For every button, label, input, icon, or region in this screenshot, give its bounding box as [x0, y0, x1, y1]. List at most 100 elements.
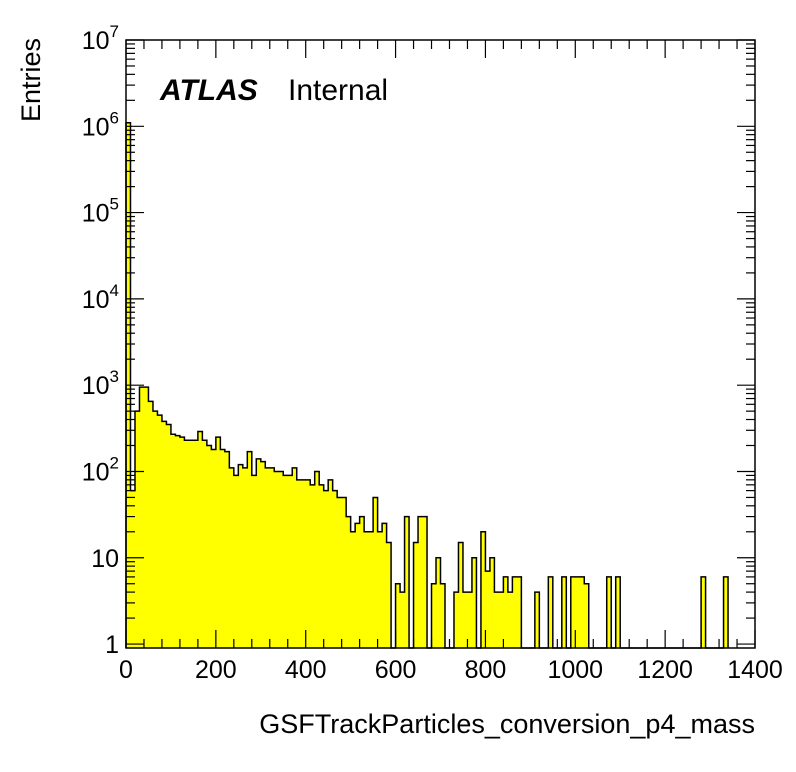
- histogram-bin: [152, 411, 158, 648]
- histogram-bin: [238, 464, 244, 648]
- histogram-bin: [166, 424, 172, 648]
- y-tick-label: 104: [82, 281, 119, 314]
- histogram-bin: [395, 583, 401, 648]
- histogram-bin: [337, 497, 343, 648]
- histogram-bin: [615, 576, 621, 648]
- y-tick-label: 107: [82, 22, 119, 55]
- histogram-bin: [233, 475, 239, 648]
- histogram-bin: [251, 475, 257, 648]
- y-tick-label-exponent: 7: [110, 22, 119, 41]
- histogram-bin: [561, 576, 567, 648]
- histogram-bin: [462, 592, 468, 648]
- histogram-bin: [359, 516, 365, 648]
- plot-frame: [125, 39, 756, 649]
- histogram-bin: [314, 471, 320, 648]
- y-tick-label-exponent: 4: [110, 281, 119, 300]
- y-tick-label-exponent: 3: [110, 367, 119, 386]
- histogram-bin: [179, 437, 185, 648]
- histogram-bin: [287, 475, 293, 648]
- histogram-bin: [579, 576, 585, 648]
- atlas-label: ATLAS: [159, 74, 258, 107]
- histogram-bin: [570, 576, 576, 648]
- histogram-bin: [247, 451, 253, 648]
- histogram-bin: [202, 440, 208, 648]
- histogram-bin: [400, 592, 405, 648]
- histogram-bin: [305, 479, 311, 648]
- x-tick-labels: 0 200 400 600 800 1000 1200 1400: [119, 656, 783, 684]
- histogram-bin: [161, 421, 167, 648]
- y-tick-label-base: 10: [82, 372, 110, 400]
- histogram-bin: [386, 542, 392, 648]
- histogram-bin: [346, 516, 352, 648]
- y-tick-label-base: 10: [82, 27, 110, 55]
- y-tick-label: 105: [82, 195, 119, 228]
- histogram-bin: [575, 576, 581, 648]
- histogram-bin: [350, 531, 356, 648]
- histogram-bin: [606, 576, 612, 648]
- x-tick-label: 1000: [547, 656, 603, 684]
- histogram-bin: [404, 516, 410, 648]
- histogram-bin: [332, 490, 338, 648]
- histogram-bin: [211, 449, 217, 648]
- histogram-bin: [503, 576, 509, 648]
- y-tick-label: 1: [105, 631, 119, 659]
- histogram-bin: [242, 467, 248, 648]
- histogram-bin: [206, 445, 212, 648]
- histogram-bin: [377, 531, 383, 648]
- histogram-bin: [134, 411, 140, 648]
- y-tick-label: 10: [91, 545, 119, 573]
- y-tick-label: 102: [82, 453, 119, 486]
- histogram-bin: [278, 471, 284, 648]
- x-tick-label: 800: [465, 656, 507, 684]
- histogram-bin: [175, 435, 181, 648]
- histogram-bin: [431, 583, 437, 648]
- histogram-bin: [220, 449, 226, 648]
- y-tick-label-base: 10: [91, 545, 119, 573]
- histogram-bin: [418, 516, 423, 648]
- histogram-bin: [723, 576, 729, 648]
- histogram-bin: [197, 431, 203, 648]
- histogram-bin: [292, 467, 298, 648]
- histogram-bin: [301, 479, 307, 648]
- histogram-bin: [701, 576, 706, 648]
- histogram-bin: [310, 484, 316, 648]
- y-tick-label-exponent: 2: [110, 453, 119, 472]
- histogram-bin: [364, 531, 370, 648]
- histogram-bin: [480, 531, 486, 648]
- histogram-bin: [373, 497, 378, 648]
- histogram-bin: [260, 461, 266, 648]
- histogram-bars: [126, 122, 729, 649]
- histogram-bin: [130, 490, 136, 648]
- y-tick-label: 103: [82, 367, 119, 400]
- x-tick-label: 400: [285, 656, 327, 684]
- histogram-bin: [283, 475, 289, 648]
- x-tick-label: 1400: [727, 656, 783, 684]
- y-tick-label-base: 10: [82, 113, 110, 141]
- histogram-bin: [319, 484, 325, 648]
- x-tick-label: 600: [375, 656, 417, 684]
- histogram-bin: [296, 479, 302, 648]
- histogram-bin: [341, 497, 347, 648]
- histogram-bin: [507, 592, 513, 648]
- x-tick-label: 0: [119, 656, 133, 684]
- histogram-bin: [274, 471, 280, 648]
- histogram-bin: [188, 440, 194, 648]
- histogram-bin: [584, 583, 590, 648]
- y-axis-title: Entries: [16, 38, 46, 122]
- histogram-bin: [512, 576, 518, 648]
- y-tick-label: 106: [82, 108, 119, 141]
- histogram-bin: [184, 440, 190, 648]
- atlas-status-label: Internal: [288, 74, 388, 107]
- histogram-bin: [157, 415, 163, 648]
- histogram-bin: [139, 387, 145, 648]
- histogram-bin: [148, 401, 154, 648]
- histogram-bin: [494, 592, 500, 648]
- y-tick-label-base: 10: [82, 200, 110, 228]
- histogram-bin: [471, 557, 477, 648]
- histogram-bin: [355, 523, 361, 648]
- axis-ticks: [125, 39, 756, 648]
- histogram-bin: [368, 531, 374, 648]
- histogram-bin: [453, 592, 459, 648]
